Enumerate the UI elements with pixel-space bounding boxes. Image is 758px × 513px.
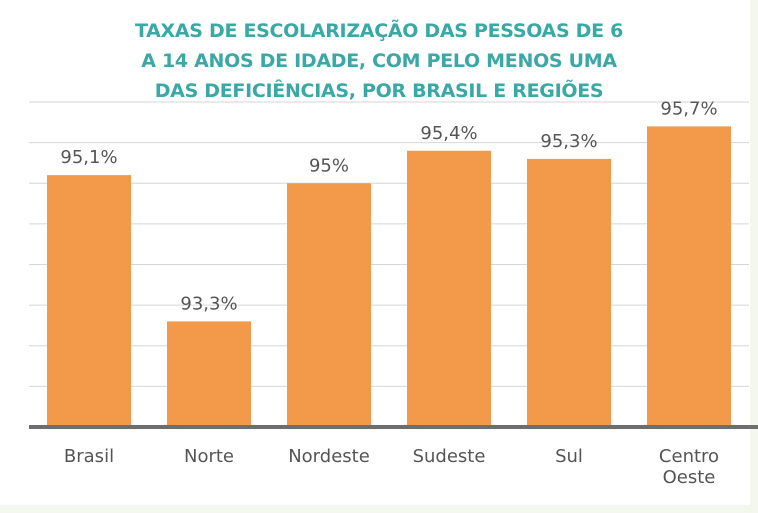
x-tick-label: Norte [183,446,234,467]
value-label: 93,3% [180,293,237,314]
value-label: 95,7% [660,98,717,119]
value-label: 95% [309,155,349,176]
bar [287,183,371,427]
bar [407,150,491,427]
bar [527,158,611,427]
value-label: 95,4% [420,123,477,144]
x-tick-label: Brasil [63,446,115,467]
value-label: 95,3% [540,131,597,152]
bar [647,126,731,427]
x-tick-label: Sudeste [412,446,486,467]
value-label: 95,1% [60,147,117,168]
chart-title: TAXAS DE ESCOLARIZAÇÃO DAS PESSOAS DE 6 … [134,20,624,102]
bar [47,175,131,427]
x-tick-label: Nordeste [288,446,370,467]
bar [167,321,251,427]
x-tick-label: Sul [555,446,583,467]
x-tick-label: Centro Oeste [658,446,720,488]
